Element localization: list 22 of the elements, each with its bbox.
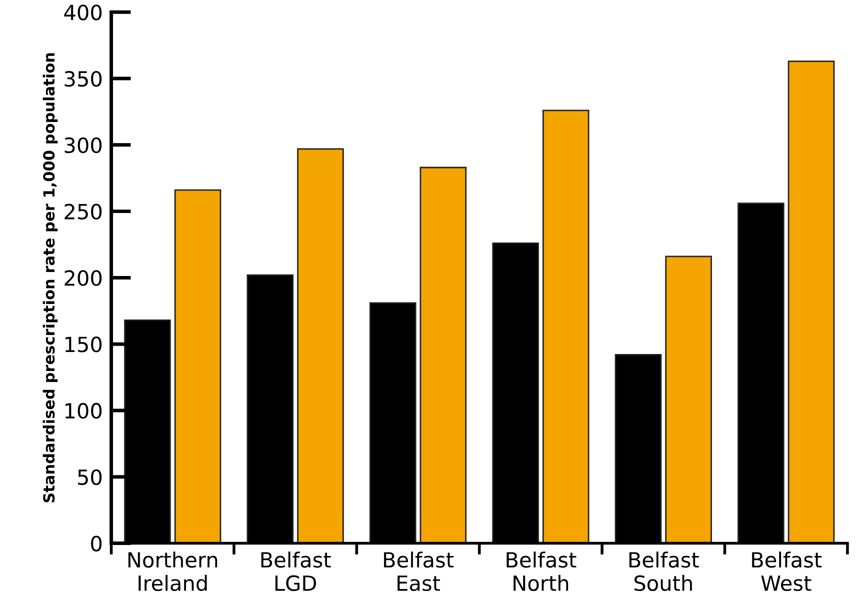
bar xyxy=(420,166,467,544)
y-tick-label: 50 xyxy=(78,469,102,486)
bar xyxy=(542,110,590,544)
y-tick-label: 200 xyxy=(64,270,102,286)
x-tick-label: Belfast South xyxy=(629,552,699,592)
bar xyxy=(174,189,222,544)
y-tick-label: 0 xyxy=(91,536,102,552)
y-tick-label: 300 xyxy=(64,137,102,154)
y-tick-label: 250 xyxy=(64,204,102,220)
x-tick-label: Belfast East xyxy=(384,552,454,592)
y-tick-label: 400 xyxy=(64,4,102,20)
y-tick-label: 100 xyxy=(65,402,102,419)
x-tick-label: Belfast LGD xyxy=(261,552,331,592)
bar xyxy=(297,148,344,544)
bar xyxy=(665,256,712,544)
x-tick-label: Northern Ireland xyxy=(128,552,218,592)
x-tick-label: Belfast North xyxy=(506,552,576,592)
y-tick-label: 350 xyxy=(64,70,102,87)
bar xyxy=(788,60,835,544)
y-axis-title: Standardised prescription rate per 1,000 population xyxy=(42,53,58,502)
y-tick-label: 150 xyxy=(65,336,102,352)
x-tick-label: Belfast West xyxy=(752,552,822,592)
